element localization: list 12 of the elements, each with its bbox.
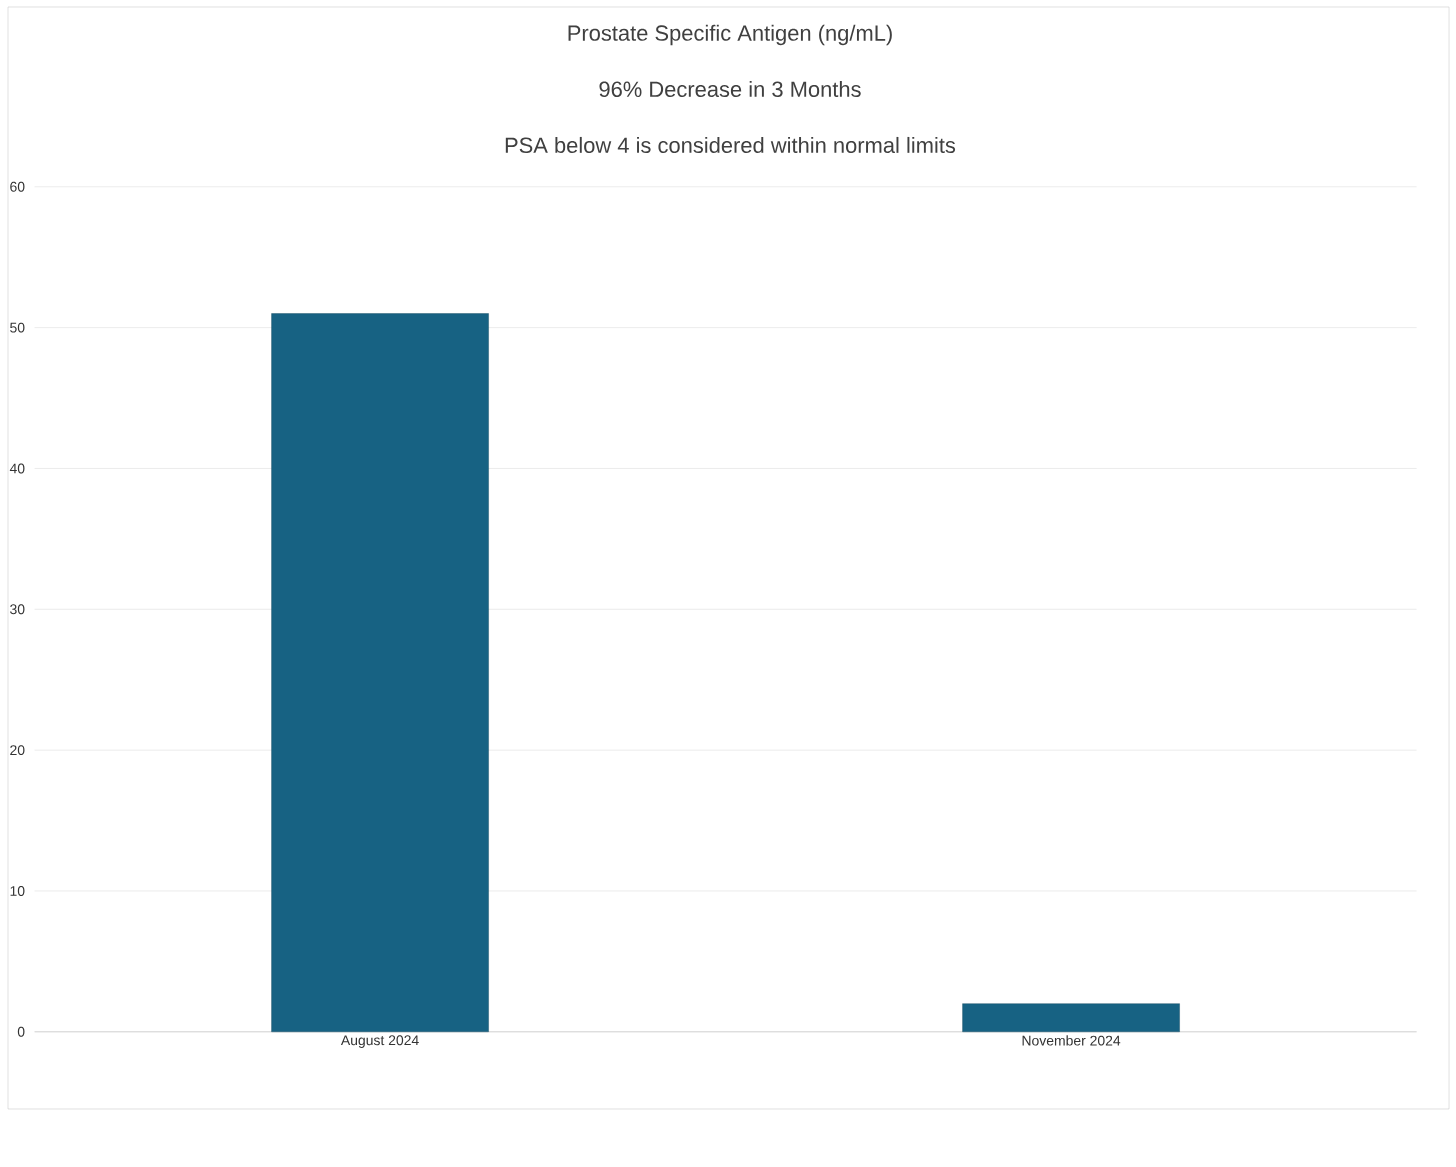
y-tick-label: 50 [10,322,25,333]
y-tick-label: 0 [17,1026,25,1037]
x-tick-label: August 2024 [340,1035,419,1048]
y-tick-label: 60 [10,181,25,192]
y-tick-label: 10 [10,886,25,896]
x-tick-label: November 2024 [1022,1035,1121,1046]
y-tick-label: 30 [10,604,25,615]
text: PSA below 4 is considered within normal limits [505,136,956,154]
y-tick-label: 20 [10,745,25,756]
chart-subtitle: 96% Decrease in 3 Months [599,80,861,98]
chart-title: Prostate Specific Antigen (ng/mL) [568,24,892,46]
y-tick-label: 40 [9,463,25,474]
